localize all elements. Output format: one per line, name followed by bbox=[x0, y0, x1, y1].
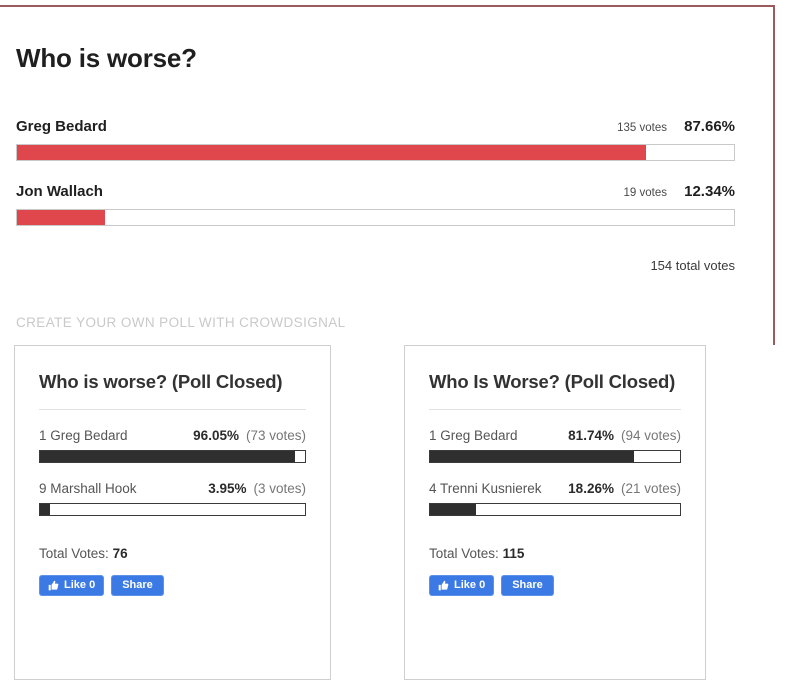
card-bar-fill bbox=[40, 504, 51, 516]
card-result-header: 9 Marshall Hook 3.95% (3 votes) bbox=[39, 481, 306, 496]
facebook-like-label: Like 0 bbox=[64, 579, 96, 592]
card-total-label: Total Votes: bbox=[39, 546, 109, 562]
thumbs-up-icon bbox=[48, 580, 59, 591]
card-total-votes: Total Votes: 115 bbox=[429, 546, 681, 561]
total-votes-label: 154 total votes bbox=[650, 258, 735, 273]
social-buttons-row: Like 0 Share bbox=[39, 575, 306, 597]
answer-label: Greg Bedard bbox=[16, 118, 107, 135]
card-total-label: Total Votes: bbox=[429, 546, 499, 562]
embedded-poll-card-right: Who Is Worse? (Poll Closed) 1 Greg Bedar… bbox=[404, 345, 706, 680]
card-bar-fill bbox=[40, 451, 295, 463]
poll-result-header: Greg Bedard 135 votes 87.66% bbox=[16, 118, 735, 135]
answer-bar-fill bbox=[17, 145, 646, 160]
card-answer-label: 1 Greg Bedard bbox=[39, 428, 128, 444]
card-answer-percent: 81.74% bbox=[568, 428, 614, 444]
poll-result-row: Jon Wallach 19 votes 12.34% bbox=[16, 183, 735, 226]
facebook-like-label: Like 0 bbox=[454, 579, 486, 592]
card-title: Who is worse? (Poll Closed) bbox=[39, 371, 283, 392]
answer-percent: 87.66% bbox=[684, 118, 735, 135]
answer-label: Jon Wallach bbox=[16, 183, 103, 200]
answer-bar-track bbox=[16, 209, 735, 226]
card-answer-label: 4 Trenni Kusnierek bbox=[429, 481, 542, 497]
card-result-row: 4 Trenni Kusnierek 18.26% (21 votes) bbox=[429, 481, 681, 517]
facebook-share-button[interactable]: Share bbox=[111, 575, 164, 597]
card-answer-percent: 3.95% bbox=[208, 481, 247, 497]
card-answer-votes: (73 votes) bbox=[245, 428, 306, 444]
card-answer-percent: 96.05% bbox=[193, 428, 239, 444]
create-poll-promo-link[interactable]: CREATE YOUR OWN POLL WITH CROWDSIGNAL bbox=[16, 315, 346, 330]
card-bar-track bbox=[39, 503, 306, 517]
card-answer-percent: 18.26% bbox=[568, 481, 614, 497]
answer-stats: 19 votes 12.34% bbox=[624, 183, 735, 200]
card-answer-label: 9 Marshall Hook bbox=[39, 481, 137, 497]
card-answer-votes: (21 votes) bbox=[620, 481, 681, 497]
card-answer-votes: (94 votes) bbox=[620, 428, 681, 444]
card-answer-votes: (3 votes) bbox=[253, 481, 306, 497]
thumbs-up-icon bbox=[438, 580, 449, 591]
answer-bar-track bbox=[16, 144, 735, 161]
facebook-share-label: Share bbox=[512, 579, 543, 592]
answer-vote-count: 135 votes bbox=[617, 122, 667, 134]
facebook-share-label: Share bbox=[122, 579, 153, 592]
poll-result-row: Greg Bedard 135 votes 87.66% bbox=[16, 118, 735, 161]
card-result-header: 4 Trenni Kusnierek 18.26% (21 votes) bbox=[429, 481, 681, 496]
card-result-header: 1 Greg Bedard 96.05% (73 votes) bbox=[39, 428, 306, 443]
card-bar-track bbox=[429, 450, 681, 464]
card-answer-label: 1 Greg Bedard bbox=[429, 428, 518, 444]
card-result-header: 1 Greg Bedard 81.74% (94 votes) bbox=[429, 428, 681, 443]
poll-results-list: Greg Bedard 135 votes 87.66% Jon Wallach… bbox=[0, 118, 775, 226]
page-title: Who is worse? bbox=[16, 43, 197, 73]
poll-result-header: Jon Wallach 19 votes 12.34% bbox=[16, 183, 735, 200]
card-result-row: 1 Greg Bedard 96.05% (73 votes) bbox=[39, 428, 306, 464]
facebook-like-button[interactable]: Like 0 bbox=[429, 575, 495, 597]
card-bar-fill bbox=[430, 504, 476, 516]
social-buttons-row: Like 0 Share bbox=[429, 575, 681, 597]
answer-vote-count: 19 votes bbox=[623, 187, 667, 199]
live-poll: Who is worse? Greg Bedard 135 votes 87.6… bbox=[0, 5, 775, 273]
card-total-value: 76 bbox=[112, 546, 128, 562]
embedded-poll-card-left: Who is worse? (Poll Closed) 1 Greg Bedar… bbox=[14, 345, 331, 680]
card-divider bbox=[429, 409, 681, 411]
card-total-value: 115 bbox=[502, 546, 525, 562]
card-bar-fill bbox=[430, 451, 635, 463]
answer-bar-fill bbox=[17, 210, 106, 225]
card-total-votes: Total Votes: 76 bbox=[39, 546, 306, 561]
card-result-row: 9 Marshall Hook 3.95% (3 votes) bbox=[39, 481, 306, 517]
facebook-share-button[interactable]: Share bbox=[501, 575, 554, 597]
facebook-like-button[interactable]: Like 0 bbox=[39, 575, 105, 597]
card-bar-track bbox=[39, 450, 306, 464]
card-divider bbox=[39, 409, 306, 411]
answer-stats: 135 votes 87.66% bbox=[617, 118, 735, 135]
answer-percent: 12.34% bbox=[684, 183, 735, 200]
card-bar-track bbox=[429, 503, 681, 517]
card-result-row: 1 Greg Bedard 81.74% (94 votes) bbox=[429, 428, 681, 464]
card-title: Who Is Worse? (Poll Closed) bbox=[429, 371, 676, 392]
